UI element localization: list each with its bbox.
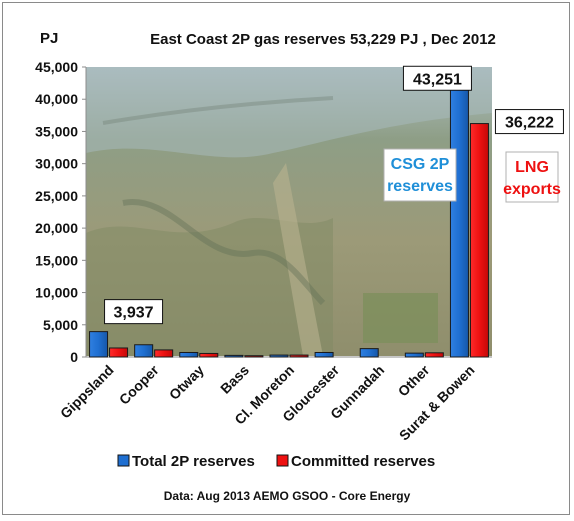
bar-total-gippsland: [89, 331, 109, 358]
annotation-text: CSG 2P: [391, 156, 450, 173]
bar-total-gloucester: [314, 351, 334, 358]
y-tick-label: 15,000: [35, 252, 78, 268]
bar-total-bass: [224, 354, 244, 358]
chart-frame: 0 5,000 10,000 15,000 20,000 25,000 30,000 35,0…: [2, 2, 570, 515]
source-note: Data: Aug 2013 AEMO GSOO - Core Energy: [164, 489, 411, 503]
x-tick-label: Otway: [166, 362, 207, 403]
annotation-box: [505, 151, 559, 203]
legend-label-total: Total 2P reserves: [132, 453, 255, 470]
value-label: 3,937: [114, 305, 154, 322]
bar-total-other: [404, 352, 424, 358]
annotation-text: reserves: [387, 178, 453, 195]
value-label-box: [402, 65, 472, 91]
legend-label-committed: Committed reserves: [291, 453, 435, 470]
bar-committed-bass: [244, 355, 264, 358]
bar-committed-cooper: [154, 349, 174, 358]
value-label-box: [104, 299, 164, 325]
bar-committed-cl-moreton: [289, 354, 309, 358]
bar-total-surat-bowen: [449, 77, 469, 358]
bar-chart: 0 5,000 10,000 15,000 20,000 25,000 30,000 35,0…: [35, 30, 564, 503]
x-tick-label: Other: [395, 361, 433, 399]
value-label: 36,222: [505, 115, 554, 132]
bar-total-gunnadah: [359, 348, 379, 358]
bar-committed-otway: [199, 352, 219, 358]
value-label: 43,251: [413, 71, 462, 88]
y-axis-label: PJ: [40, 30, 58, 47]
annotation-text: LNG: [515, 159, 549, 176]
x-tick-label: Cooper: [116, 361, 162, 407]
y-tick-label: 45,000: [35, 59, 78, 75]
chart-title: East Coast 2P gas reserves 53,229 PJ , D…: [150, 31, 496, 48]
y-tick-label: 40,000: [35, 91, 78, 107]
y-tick-label: 0: [70, 349, 78, 365]
x-tick-label: Gippsland: [57, 362, 117, 422]
y-tick-label: 20,000: [35, 220, 78, 236]
bar-total-otway: [179, 351, 199, 358]
bar-total-cl-moreton: [269, 354, 289, 358]
y-tick-label: 10,000: [35, 285, 78, 301]
legend: Total 2P reserves Committed reserves: [117, 453, 435, 470]
y-tick-label: 30,000: [35, 156, 78, 172]
bar-committed-other: [424, 352, 444, 358]
x-tick-label: Bass: [217, 362, 252, 397]
y-tick-label: 35,000: [35, 123, 78, 139]
bar-total-cooper: [134, 344, 154, 358]
annotation-box: [383, 148, 457, 202]
value-label-box: [494, 109, 564, 135]
bar-committed-gippsland: [109, 347, 129, 358]
annotation-text: exports: [503, 181, 561, 198]
y-tick-label: 5,000: [43, 317, 78, 333]
bar-committed-surat-bowen: [469, 123, 489, 358]
legend-swatch-total: [117, 454, 130, 467]
legend-swatch-committed: [276, 454, 289, 467]
y-tick-label: 25,000: [35, 188, 78, 204]
